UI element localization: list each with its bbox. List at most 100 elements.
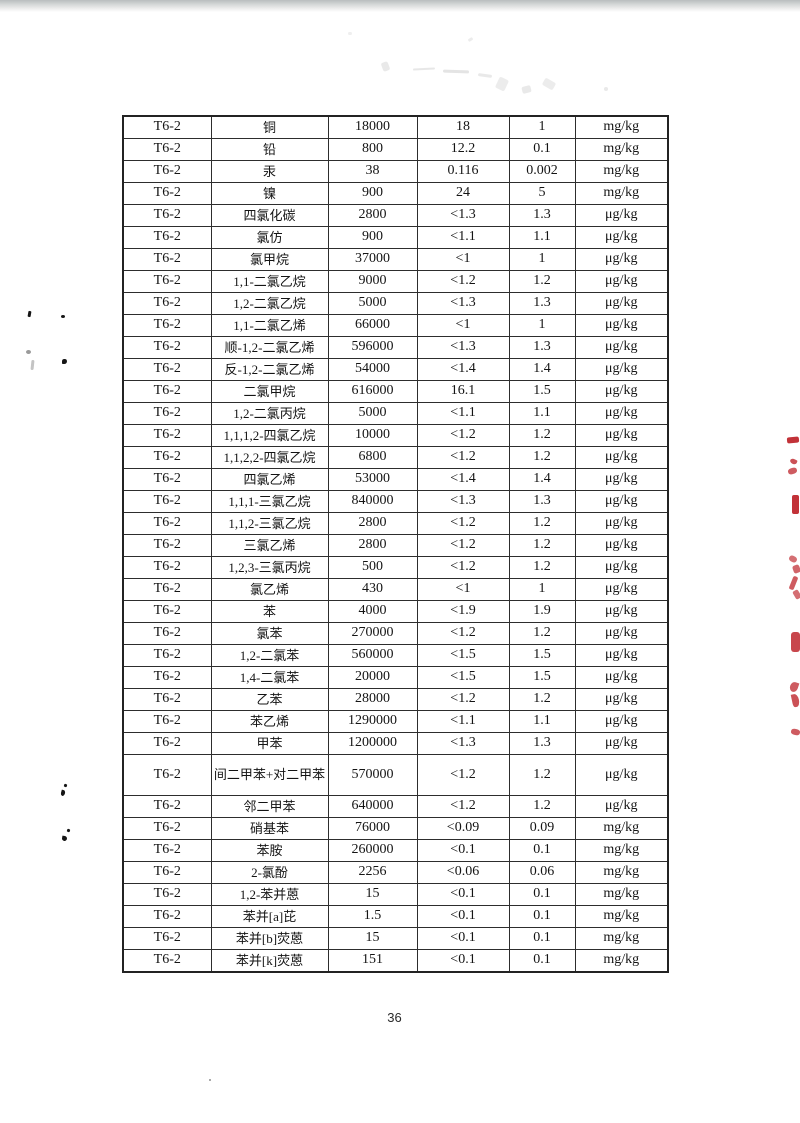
cell-screening-value: 37000: [327, 248, 418, 271]
cell-screening-value: 18000: [327, 115, 418, 139]
cell-detection-limit: 1.2: [508, 534, 576, 557]
cell-sample-id: T6-2: [122, 534, 212, 557]
cell-analyte-name: 苯胺: [210, 839, 329, 862]
cell-sample-id: T6-2: [122, 556, 212, 579]
cell-unit: μg/kg: [574, 358, 669, 381]
cell-analyte-name: 乙苯: [210, 688, 329, 711]
cell-sample-id: T6-2: [122, 446, 212, 469]
cell-screening-value: 5000: [327, 292, 418, 315]
red-stamp-fragment: [790, 693, 800, 708]
cell-analyte-name: 1,2-二氯丙烷: [210, 402, 329, 425]
cell-sample-id: T6-2: [122, 468, 212, 491]
scan-smudge: [521, 85, 532, 94]
cell-sample-id: T6-2: [122, 732, 212, 755]
cell-screening-value: 15: [327, 883, 418, 906]
scan-smudge: [541, 77, 557, 91]
cell-screening-value: 2800: [327, 512, 418, 535]
cell-measured-result: <1.3: [416, 490, 510, 513]
cell-detection-limit: 0.1: [508, 949, 576, 973]
cell-analyte-name: 苯乙烯: [210, 710, 329, 733]
table-row: T6-2 1,2-二氯乙烷 5000 <1.3 1.3 μg/kg: [122, 292, 669, 315]
cell-sample-id: T6-2: [122, 817, 212, 840]
table-row: T6-2 邻二甲苯 640000 <1.2 1.2 μg/kg: [122, 795, 669, 818]
cell-measured-result: <1.1: [416, 710, 510, 733]
table-row: T6-2 1,1,2,2-四氯乙烷 6800 <1.2 1.2 μg/kg: [122, 446, 669, 469]
cell-detection-limit: 1.2: [508, 795, 576, 818]
cell-sample-id: T6-2: [122, 622, 212, 645]
cell-unit: mg/kg: [574, 883, 669, 906]
cell-measured-result: 18: [416, 115, 510, 139]
cell-detection-limit: 1.3: [508, 336, 576, 359]
cell-measured-result: <1.4: [416, 358, 510, 381]
cell-sample-id: T6-2: [122, 424, 212, 447]
cell-sample-id: T6-2: [122, 578, 212, 601]
cell-screening-value: 9000: [327, 270, 418, 293]
table-row: T6-2 二氯甲烷 616000 16.1 1.5 μg/kg: [122, 380, 669, 403]
cell-measured-result: <1.2: [416, 795, 510, 818]
scan-smudge: [380, 61, 391, 72]
cell-sample-id: T6-2: [122, 927, 212, 950]
cell-unit: μg/kg: [574, 380, 669, 403]
table-row: T6-2 四氯化碳 2800 <1.3 1.3 μg/kg: [122, 204, 669, 227]
cell-analyte-name: 镍: [210, 182, 329, 205]
cell-analyte-name: 顺-1,2-二氯乙烯: [210, 336, 329, 359]
ink-speck: [62, 359, 67, 364]
cell-sample-id: T6-2: [122, 292, 212, 315]
cell-analyte-name: 间二甲苯+对二甲苯: [210, 754, 329, 796]
cell-screening-value: 15: [327, 927, 418, 950]
cell-measured-result: <1.4: [416, 468, 510, 491]
cell-unit: μg/kg: [574, 446, 669, 469]
table-row: T6-2 苯并[b]荧蒽 15 <0.1 0.1 mg/kg: [122, 927, 669, 950]
results-table: T6-2 铜 18000 18 1 mg/kg T6-2 铅 800 12.2 …: [122, 115, 669, 973]
cell-sample-id: T6-2: [122, 336, 212, 359]
cell-sample-id: T6-2: [122, 905, 212, 928]
cell-detection-limit: 0.1: [508, 138, 576, 161]
cell-measured-result: <0.06: [416, 861, 510, 884]
ink-speck: [209, 1079, 211, 1081]
cell-unit: μg/kg: [574, 795, 669, 818]
cell-detection-limit: 1.1: [508, 226, 576, 249]
cell-analyte-name: 三氯乙烯: [210, 534, 329, 557]
cell-unit: mg/kg: [574, 138, 669, 161]
cell-detection-limit: 1.5: [508, 644, 576, 667]
cell-analyte-name: 铜: [210, 115, 329, 139]
cell-sample-id: T6-2: [122, 160, 212, 183]
cell-screening-value: 53000: [327, 468, 418, 491]
table-row: T6-2 氯仿 900 <1.1 1.1 μg/kg: [122, 226, 669, 249]
cell-unit: μg/kg: [574, 424, 669, 447]
table-row: T6-2 四氯乙烯 53000 <1.4 1.4 μg/kg: [122, 468, 669, 491]
table-row: T6-2 1,1-二氯乙烯 66000 <1 1 μg/kg: [122, 314, 669, 337]
cell-detection-limit: 0.09: [508, 817, 576, 840]
cell-analyte-name: 氯苯: [210, 622, 329, 645]
table-row: T6-2 三氯乙烯 2800 <1.2 1.2 μg/kg: [122, 534, 669, 557]
cell-unit: mg/kg: [574, 817, 669, 840]
cell-sample-id: T6-2: [122, 182, 212, 205]
scan-smudge: [412, 67, 436, 71]
red-stamp-fragment: [788, 554, 798, 564]
cell-analyte-name: 苯并[a]芘: [210, 905, 329, 928]
cell-analyte-name: 苯: [210, 600, 329, 623]
cell-sample-id: T6-2: [122, 138, 212, 161]
cell-unit: μg/kg: [574, 314, 669, 337]
cell-measured-result: <0.1: [416, 839, 510, 862]
cell-sample-id: T6-2: [122, 115, 212, 139]
red-stamp-fragment: [787, 466, 798, 476]
cell-analyte-name: 1,1,2,2-四氯乙烷: [210, 446, 329, 469]
cell-detection-limit: 5: [508, 182, 576, 205]
cell-unit: mg/kg: [574, 949, 669, 973]
cell-analyte-name: 反-1,2-二氯乙烯: [210, 358, 329, 381]
cell-analyte-name: 1,1,2-三氯乙烷: [210, 512, 329, 535]
cell-screening-value: 1290000: [327, 710, 418, 733]
cell-screening-value: 270000: [327, 622, 418, 645]
red-stamp-fragment: [786, 436, 800, 444]
cell-analyte-name: 1,2-二氯苯: [210, 644, 329, 667]
cell-unit: μg/kg: [574, 556, 669, 579]
cell-measured-result: <0.1: [416, 905, 510, 928]
cell-detection-limit: 1: [508, 314, 576, 337]
ink-speck: [61, 315, 65, 318]
table-row: T6-2 苯胺 260000 <0.1 0.1 mg/kg: [122, 839, 669, 862]
scan-smudge: [442, 69, 470, 74]
cell-screening-value: 5000: [327, 402, 418, 425]
cell-screening-value: 596000: [327, 336, 418, 359]
cell-measured-result: <1.2: [416, 754, 510, 796]
